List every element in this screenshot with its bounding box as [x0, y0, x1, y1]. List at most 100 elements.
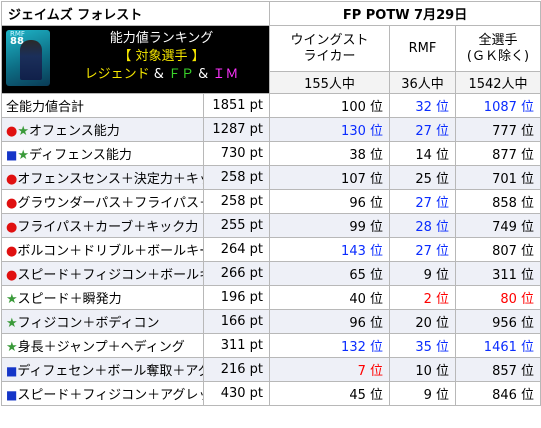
stat-points: 258 pt	[203, 189, 270, 214]
column-header-all-players: 全選手 (ＧＫ除く)	[454, 25, 541, 72]
ranking-table-body: ジェイムズ フォレスト FP POTW 7月29日 RMF 88 能力値ランキン…	[1, 1, 541, 406]
rank-wing-striker: 96 位	[269, 309, 390, 334]
offense-marker-icon: ●	[6, 220, 18, 235]
banner-subtitle: 【 対象選手 】	[118, 49, 205, 64]
stat-name: フライパス＋カーブ＋キック力	[17, 220, 199, 235]
stat-name: スピード＋フィジコン＋アグレッシブ＋身長	[17, 388, 202, 403]
stat-label: ●ボルコン＋ドリブル＋ボールキープ	[1, 237, 204, 262]
stat-points: 264 pt	[203, 237, 270, 262]
stat-name: ディフェセン＋ボール奪取＋アグレッシブ	[17, 364, 202, 379]
stat-name: スピード＋瞬発力	[17, 292, 122, 307]
defense-marker-icon: ■	[6, 148, 18, 162]
rank-rmf: 10 位	[389, 357, 456, 382]
rank-all-players: 846 位	[454, 381, 541, 406]
stat-points: 311 pt	[203, 333, 270, 358]
rank-wing-striker: 99 位	[269, 213, 390, 238]
rank-rmf: 14 位	[389, 141, 456, 166]
rank-all-players: 701 位	[454, 165, 541, 190]
stat-points: 216 pt	[203, 357, 270, 382]
table-row: ★身長＋ジャンプ＋ヘディング 311 pt 132 位 35 位 1461 位	[1, 333, 541, 358]
offense-marker-icon: ●	[6, 244, 18, 259]
count-all-players: 1542人中	[454, 71, 541, 94]
table-row: 全能力値合計 1851 pt 100 位 32 位 1087 位	[1, 93, 541, 118]
stat-points: 255 pt	[203, 213, 270, 238]
rank-wing-striker: 107 位	[269, 165, 390, 190]
rank-rmf: 27 位	[389, 237, 456, 262]
stat-label: ★スピード＋瞬発力	[1, 285, 204, 310]
rank-wing-striker: 96 位	[269, 189, 390, 214]
rank-all-players: 1461 位	[454, 333, 541, 358]
offense-marker-icon: ●	[6, 172, 18, 187]
stat-label: 全能力値合計	[1, 93, 204, 118]
rank-wing-striker: 38 位	[269, 141, 390, 166]
rank-all-players: 858 位	[454, 189, 541, 214]
stat-label: ■ディフェセン＋ボール奪取＋アグレッシブ	[1, 357, 204, 382]
star-marker-icon: ★	[17, 124, 29, 139]
rank-wing-striker: 100 位	[269, 93, 390, 118]
ranking-banner: RMF 88 能力値ランキング 【 対象選手 】 レジェンド & ＦＰ & ＩＭ	[1, 25, 270, 94]
rank-all-players: 956 位	[454, 309, 541, 334]
stat-points: 430 pt	[203, 381, 270, 406]
rank-all-players: 1087 位	[454, 93, 541, 118]
stat-points: 1851 pt	[203, 93, 270, 118]
defense-marker-icon: ■	[6, 388, 18, 402]
player-figure-icon	[20, 40, 42, 80]
rank-all-players: 777 位	[454, 117, 541, 142]
rank-rmf: 35 位	[389, 333, 456, 358]
stat-points: 166 pt	[203, 309, 270, 334]
stat-points: 1287 pt	[203, 117, 270, 142]
rank-rmf: 28 位	[389, 213, 456, 238]
stat-label: ■スピード＋フィジコン＋アグレッシブ＋身長	[1, 381, 204, 406]
rank-all-players: 857 位	[454, 357, 541, 382]
stat-name: グラウンダーパス＋フライパス＋キック力	[17, 196, 202, 211]
rank-rmf: 9 位	[389, 381, 456, 406]
rank-wing-striker: 7 位	[269, 357, 390, 382]
banner-fp: ＦＰ	[167, 67, 194, 82]
stat-name: スピード＋フィジコン＋ボールキープ	[17, 268, 202, 283]
banner-im: ＩＭ	[212, 67, 239, 82]
stat-name: ボルコン＋ドリブル＋ボールキープ	[17, 244, 202, 259]
card-rating: 88	[10, 36, 24, 47]
offense-marker-icon: ●	[6, 268, 18, 283]
stat-label: ●フライパス＋カーブ＋キック力	[1, 213, 204, 238]
defense-marker-icon: ■	[6, 364, 18, 378]
stat-label: ●グラウンダーパス＋フライパス＋キック力	[1, 189, 204, 214]
ranking-table: ジェイムズ フォレスト FP POTW 7月29日 RMF 88 能力値ランキン…	[1, 1, 541, 406]
table-row: ■★ディフェンス能力 730 pt 38 位 14 位 877 位	[1, 141, 541, 166]
rank-rmf: 2 位	[389, 285, 456, 310]
rank-rmf: 32 位	[389, 93, 456, 118]
count-wing-striker: 155人中	[269, 71, 390, 94]
rank-wing-striker: 143 位	[269, 237, 390, 262]
banner-title: 能力値ランキング	[109, 31, 214, 46]
rank-rmf: 20 位	[389, 309, 456, 334]
rank-wing-striker: 130 位	[269, 117, 390, 142]
rank-rmf: 9 位	[389, 261, 456, 286]
rank-wing-striker: 45 位	[269, 381, 390, 406]
stat-label: ★身長＋ジャンプ＋ヘディング	[1, 333, 204, 358]
rank-rmf: 27 位	[389, 117, 456, 142]
stat-label: ●スピード＋フィジコン＋ボールキープ	[1, 261, 204, 286]
column-header-wing-striker: ウイングスト ライカー	[269, 25, 390, 72]
rank-wing-striker: 40 位	[269, 285, 390, 310]
banner-legend: レジェンド	[84, 67, 150, 82]
banner-amp-1: &	[149, 67, 168, 82]
table-row: ●★オフェンス能力 1287 pt 130 位 27 位 777 位	[1, 117, 541, 142]
offense-marker-icon: ●	[6, 196, 18, 211]
count-rmf: 36人中	[389, 71, 456, 94]
stat-name: 全能力値合計	[6, 100, 85, 115]
stat-points: 258 pt	[203, 165, 270, 190]
event-date: FP POTW 7月29日	[268, 1, 541, 26]
rank-all-players: 877 位	[454, 141, 541, 166]
stat-label: ★フィジコン＋ボディコン	[1, 309, 204, 334]
stat-label: ■★ディフェンス能力	[1, 141, 204, 166]
star-marker-icon: ★	[6, 316, 18, 331]
stat-label: ●★オフェンス能力	[1, 117, 204, 142]
rank-all-players: 807 位	[454, 237, 541, 262]
player-card: RMF 88	[6, 30, 50, 86]
